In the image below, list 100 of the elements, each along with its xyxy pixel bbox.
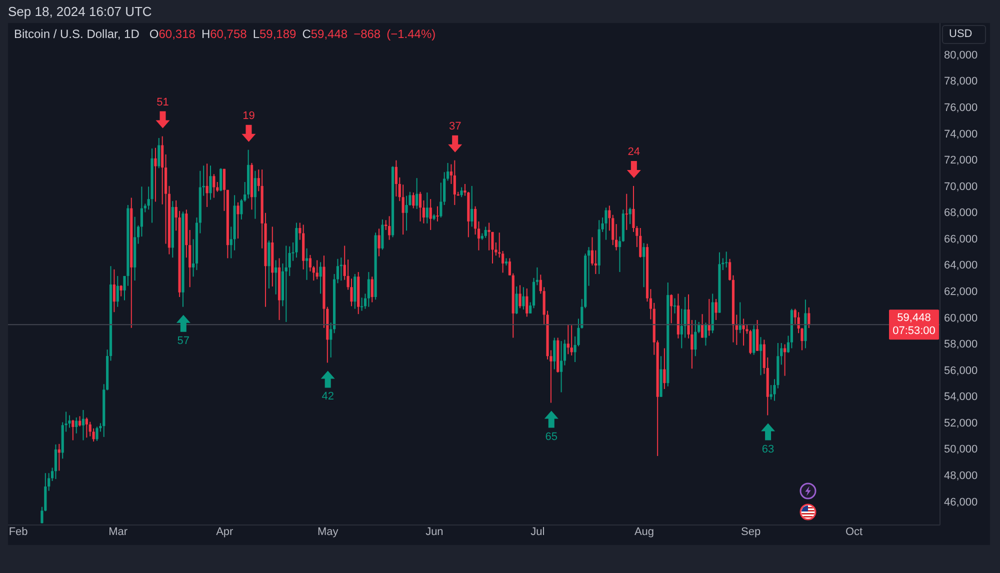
candlestick bbox=[212, 174, 216, 198]
x-tick-label: Feb bbox=[8, 526, 28, 538]
candlestick bbox=[594, 250, 597, 274]
annotation: 37 bbox=[448, 120, 462, 132]
y-tick-label: 48,000 bbox=[944, 470, 978, 482]
candlestick bbox=[515, 286, 518, 315]
candlestick bbox=[305, 248, 308, 280]
candlestick bbox=[268, 240, 270, 289]
candlestick bbox=[394, 160, 398, 197]
candlestick bbox=[560, 340, 563, 393]
candlestick bbox=[436, 206, 439, 222]
candlestick bbox=[78, 416, 82, 427]
y-tick-label: 64,000 bbox=[944, 260, 978, 272]
candlestick bbox=[570, 324, 573, 356]
text: O60,318 H60,758 L59,189 C59,448 −868 (−1.44%) bbox=[149, 27, 436, 41]
candlestick bbox=[522, 286, 525, 310]
y-tick-label: 78,000 bbox=[944, 76, 978, 88]
y-tick-label: 80,000 bbox=[944, 49, 978, 62]
candlestick bbox=[209, 165, 212, 200]
candlestick bbox=[808, 306, 810, 329]
x-tick-label: Jun bbox=[426, 526, 444, 538]
candlestick bbox=[370, 276, 374, 303]
candlestick bbox=[566, 324, 570, 355]
candlestick bbox=[68, 414, 71, 428]
candlestick bbox=[694, 319, 697, 357]
y-tick-label: 66,000 bbox=[944, 233, 978, 246]
candlestick bbox=[725, 251, 728, 268]
candlestick bbox=[154, 147, 157, 202]
candlestick bbox=[360, 297, 364, 312]
y-tick-label: 52,000 bbox=[944, 417, 978, 430]
candlestick bbox=[642, 242, 646, 288]
candlestick bbox=[116, 275, 119, 308]
chart-title: Bitcoin / U.S. Dollar, 1D bbox=[14, 26, 140, 42]
candlestick bbox=[402, 184, 404, 236]
candlestick bbox=[82, 410, 85, 441]
candlestick bbox=[625, 193, 628, 230]
annotation: 51 bbox=[156, 96, 169, 108]
candlestick bbox=[440, 182, 442, 218]
candlestick bbox=[274, 260, 278, 295]
candlestick bbox=[378, 228, 380, 257]
candlestick bbox=[54, 444, 58, 480]
candlestick bbox=[319, 262, 322, 294]
candlestick bbox=[628, 207, 632, 225]
y-tick-label: 58,000 bbox=[944, 338, 978, 351]
candlestick bbox=[749, 329, 752, 355]
candlestick bbox=[756, 319, 759, 352]
candlestick bbox=[759, 336, 762, 376]
x-tick-label: Jul bbox=[530, 526, 545, 538]
candlestick bbox=[284, 245, 288, 322]
text: Sep 18, 2024 16:07 UTC bbox=[8, 4, 152, 19]
candlestick bbox=[220, 168, 222, 192]
candlestick bbox=[72, 419, 74, 441]
y-tick-label: 74,000 bbox=[944, 128, 978, 140]
y-tick-label: 60,000 bbox=[944, 312, 978, 324]
candlestick bbox=[738, 302, 742, 334]
candlestick bbox=[112, 268, 116, 313]
x-tick-label: Sep bbox=[741, 526, 761, 538]
candlestick bbox=[96, 426, 98, 442]
candlestick bbox=[526, 288, 528, 318]
annotation: 19 bbox=[242, 110, 255, 122]
annotation: 24 bbox=[628, 146, 640, 158]
candlestick bbox=[488, 222, 490, 251]
x-tick-label: May bbox=[317, 526, 339, 538]
annotation: 65 bbox=[545, 430, 558, 443]
y-tick-label: 72,000 bbox=[944, 154, 978, 167]
candlestick bbox=[288, 246, 291, 276]
y-axis-title: USD bbox=[942, 25, 986, 44]
annotation: 63 bbox=[762, 443, 774, 456]
candlestick bbox=[85, 417, 88, 438]
candlestick bbox=[752, 324, 756, 356]
candlestick bbox=[470, 185, 474, 228]
x-tick-label: Apr bbox=[216, 526, 234, 538]
candlestick bbox=[429, 198, 432, 230]
y-tick-label: 76,000 bbox=[944, 102, 978, 114]
candlestick bbox=[518, 284, 522, 309]
y-tick-label: 46,000 bbox=[944, 496, 978, 508]
y-tick-label: 68,000 bbox=[944, 207, 978, 220]
candlestick bbox=[639, 228, 642, 258]
y-tick-label: 50,000 bbox=[944, 444, 978, 456]
x-tick-label: Oct bbox=[845, 526, 863, 538]
candlestick bbox=[700, 314, 704, 338]
candlestick bbox=[254, 170, 256, 220]
candlestick bbox=[670, 294, 673, 324]
annotation: 42 bbox=[322, 390, 334, 403]
candlestick bbox=[161, 136, 164, 205]
candlestick bbox=[460, 186, 463, 198]
candlestick bbox=[704, 322, 708, 346]
candlestick bbox=[158, 137, 160, 169]
y-tick-label: 62,000 bbox=[944, 286, 978, 298]
candlestick bbox=[784, 344, 786, 376]
candlestick bbox=[240, 198, 243, 220]
candlestick bbox=[236, 202, 240, 240]
candlestick bbox=[453, 160, 456, 206]
candlestick bbox=[120, 284, 122, 297]
x-tick-label: Mar bbox=[108, 526, 128, 538]
candlestick bbox=[426, 192, 428, 224]
y-tick-label: 56,000 bbox=[944, 364, 978, 377]
y-tick-label: 54,000 bbox=[944, 391, 978, 404]
candlestick bbox=[92, 428, 95, 442]
candlestick bbox=[604, 207, 608, 240]
